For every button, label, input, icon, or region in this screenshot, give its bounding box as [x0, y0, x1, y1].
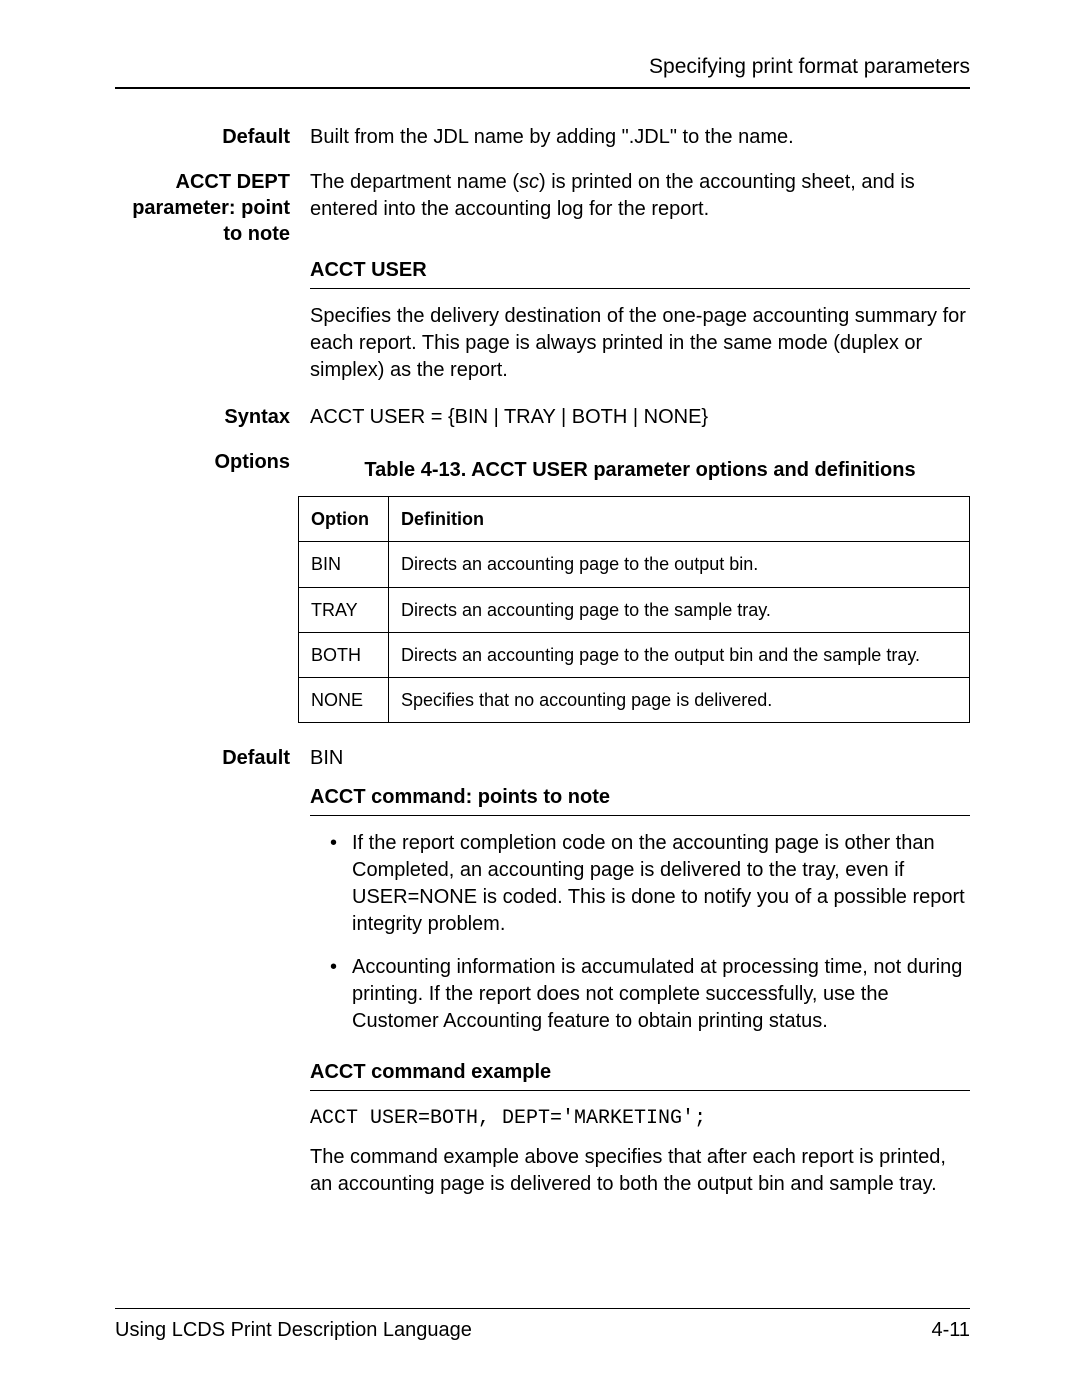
cell-def: Directs an accounting page to the output… — [389, 542, 970, 587]
table-row: BIN Directs an accounting page to the ou… — [299, 542, 970, 587]
example-code: ACCT USER=BOTH, DEPT='MARKETING'; — [310, 1105, 970, 1132]
footer-left: Using LCDS Print Description Language — [115, 1319, 472, 1342]
points-section: ACCT command: points to note If the repo… — [115, 778, 970, 1051]
text-acct-dept: The department name (sc) is printed on t… — [310, 169, 970, 247]
cell-def: Directs an accounting page to the sample… — [389, 587, 970, 632]
options-table: Option Definition BIN Directs an account… — [298, 496, 970, 723]
example-section: ACCT command example ACCT USER=BOTH, DEP… — [115, 1053, 970, 1198]
table-row: TRAY Directs an accounting page to the s… — [299, 587, 970, 632]
list-item: If the report completion code on the acc… — [330, 830, 970, 938]
cell-option: TRAY — [299, 587, 389, 632]
th-option: Option — [299, 497, 389, 542]
example-heading: ACCT command example — [310, 1059, 970, 1091]
acct-dept-italic: sc — [519, 171, 539, 193]
cell-def: Specifies that no accounting page is del… — [389, 678, 970, 723]
running-header: Specifying print format parameters — [115, 55, 970, 89]
label-acct-dept: ACCT DEPT parameter: point to note — [115, 169, 310, 247]
empty-label-1 — [115, 251, 310, 404]
acct-user-desc: Specifies the delivery destination of th… — [310, 303, 970, 384]
cell-def: Directs an accounting page to the output… — [389, 632, 970, 677]
label-options: Options — [115, 449, 310, 723]
page-container: Specifying print format parameters Defau… — [0, 0, 1080, 1397]
text-default-1: Built from the JDL name by adding ".JDL"… — [310, 124, 970, 151]
cell-option: BIN — [299, 542, 389, 587]
label-default-2: Default — [115, 745, 310, 772]
cell-option: NONE — [299, 678, 389, 723]
th-definition: Definition — [389, 497, 970, 542]
acct-user-heading-wrap: ACCT USER Specifies the delivery destina… — [310, 251, 970, 404]
default-row-2: Default BIN — [115, 745, 970, 772]
text-default-2: BIN — [310, 745, 970, 772]
cell-option: BOTH — [299, 632, 389, 677]
list-item: Accounting information is accumulated at… — [330, 954, 970, 1035]
empty-label-2 — [115, 778, 310, 1051]
acct-user-heading-row: ACCT USER Specifies the delivery destina… — [115, 251, 970, 404]
label-default-1: Default — [115, 124, 310, 151]
table-caption: Table 4-13. ACCT USER parameter options … — [310, 457, 970, 484]
table-row: NONE Specifies that no accounting page i… — [299, 678, 970, 723]
label-syntax: Syntax — [115, 404, 310, 431]
points-list: If the report completion code on the acc… — [310, 830, 970, 1035]
empty-label-3 — [115, 1053, 310, 1198]
acct-user-heading: ACCT USER — [310, 257, 970, 289]
default-row-1: Default Built from the JDL name by addin… — [115, 124, 970, 151]
footer-right: 4-11 — [931, 1319, 970, 1342]
points-heading: ACCT command: points to note — [310, 784, 970, 816]
options-row: Options Table 4-13. ACCT USER parameter … — [115, 449, 970, 723]
table-header-row: Option Definition — [299, 497, 970, 542]
example-text: The command example above specifies that… — [310, 1144, 970, 1198]
acct-dept-pre: The department name ( — [310, 171, 519, 193]
page-footer: Using LCDS Print Description Language 4-… — [115, 1308, 970, 1342]
acct-dept-row: ACCT DEPT parameter: point to note The d… — [115, 169, 970, 247]
text-syntax: ACCT USER = {BIN | TRAY | BOTH | NONE} — [310, 404, 970, 431]
syntax-row: Syntax ACCT USER = {BIN | TRAY | BOTH | … — [115, 404, 970, 431]
example-content: ACCT command example ACCT USER=BOTH, DEP… — [310, 1053, 970, 1198]
table-row: BOTH Directs an accounting page to the o… — [299, 632, 970, 677]
points-content: ACCT command: points to note If the repo… — [310, 778, 970, 1051]
options-content: Table 4-13. ACCT USER parameter options … — [310, 449, 970, 723]
